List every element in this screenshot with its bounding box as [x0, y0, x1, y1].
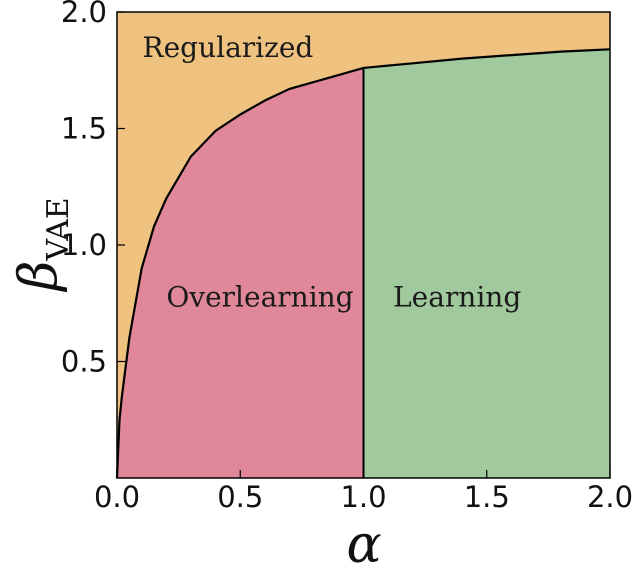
y-axis-label-subscript: VAE	[41, 197, 76, 261]
region-label-regularized: Regularized	[143, 31, 314, 64]
region-label-learning: Learning	[393, 280, 521, 313]
region-learning	[363, 49, 610, 479]
region-label-overlearning: Overlearning	[166, 280, 353, 313]
y-tick-label: 2.0	[61, 0, 107, 29]
x-tick-label: 1.5	[464, 480, 510, 514]
x-tick-label: 0.5	[217, 480, 263, 514]
region-labels: Regularized Overlearning Learning	[143, 31, 522, 313]
y-tick-label: 0.5	[61, 345, 107, 379]
y-tick-label: 1.5	[61, 112, 107, 146]
y-axis-label-group: βVAE	[9, 197, 76, 292]
y-axis-label: β	[9, 261, 69, 293]
x-tick-label: 1.0	[340, 480, 386, 514]
x-tick-label: 0.0	[94, 480, 140, 514]
y-axis-ticks: 0.5 1.0 1.5 2.0	[61, 0, 125, 379]
x-axis-label: α	[346, 515, 381, 568]
svg-text:βVAE: βVAE	[9, 197, 76, 292]
boundary-curve	[115, 48, 611, 479]
x-axis-ticks: 0.0 0.5 1.0 1.5 2.0	[94, 470, 633, 514]
y-tick-label: 1.0	[61, 228, 107, 262]
x-tick-label: 2.0	[587, 480, 633, 514]
boundary-lines	[115, 48, 611, 479]
region-overlearning	[117, 67, 364, 479]
